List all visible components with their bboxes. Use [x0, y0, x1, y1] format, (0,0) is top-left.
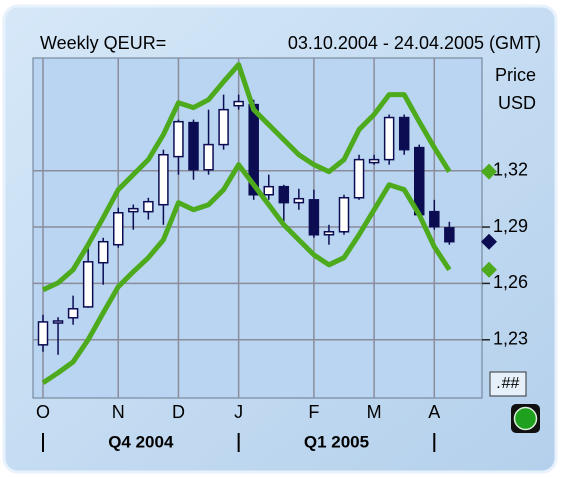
x-tick-label: D [172, 402, 185, 422]
candle-body [173, 120, 184, 158]
candle-body [52, 320, 64, 324]
x-tick-label: J [234, 402, 243, 422]
y-tick-label: 1,32 [493, 159, 528, 179]
candle-body [233, 100, 244, 107]
candle-body [383, 116, 395, 161]
last-lower-marker [481, 261, 497, 278]
envelope-upper [41, 62, 452, 293]
candle-body [128, 207, 139, 213]
candle-body [293, 197, 305, 204]
chart-title: Weekly QEUR= [40, 33, 166, 53]
candle-body [143, 200, 154, 213]
status-indicator[interactable] [513, 406, 538, 431]
x-tick-label: A [428, 402, 440, 422]
series-layer: 1,23 1,26 1,29 1,32 O N D J F M A Q4 2004 Q1 2005 [33, 58, 528, 452]
envelope-lower [41, 162, 452, 385]
candle-body [82, 261, 94, 308]
candle-body [308, 199, 320, 236]
candle-body [97, 240, 109, 264]
candle-body [278, 185, 290, 204]
format-button-label[interactable]: .## [497, 375, 520, 392]
x-tick-label: N [112, 402, 125, 422]
candle-body [218, 108, 229, 146]
period-label: Q4 2004 [108, 432, 174, 451]
candle-body [37, 321, 49, 346]
candle-body [323, 231, 335, 236]
candle-body [429, 210, 440, 228]
candle-body [113, 212, 124, 246]
y-axis-label: Price [495, 65, 536, 85]
candle-body [444, 227, 455, 243]
y-tick-label: 1,26 [493, 272, 528, 292]
x-tick-label: F [308, 402, 319, 422]
candle-body [263, 185, 274, 196]
candle-body [338, 197, 350, 233]
candle-body [353, 158, 365, 199]
candle-body [368, 158, 380, 164]
candle-body [158, 153, 169, 206]
period-label: Q1 2005 [304, 432, 369, 451]
candle-body [67, 308, 79, 319]
format-button[interactable] [489, 371, 527, 397]
candle-body [398, 116, 410, 151]
y-tick-label: 1,29 [493, 216, 528, 236]
candle-body [203, 143, 214, 171]
y-tick-label: 1,23 [493, 329, 528, 349]
last-upper-marker [481, 163, 497, 180]
chart-subtitle: 03.10.2004 - 24.04.2005 (GMT) [288, 33, 541, 53]
x-tick-label: M [367, 402, 382, 422]
x-tick-label: O [36, 402, 50, 422]
y-axis-label: USD [498, 93, 536, 113]
candle-body [188, 121, 199, 171]
last-close-marker [481, 233, 497, 250]
